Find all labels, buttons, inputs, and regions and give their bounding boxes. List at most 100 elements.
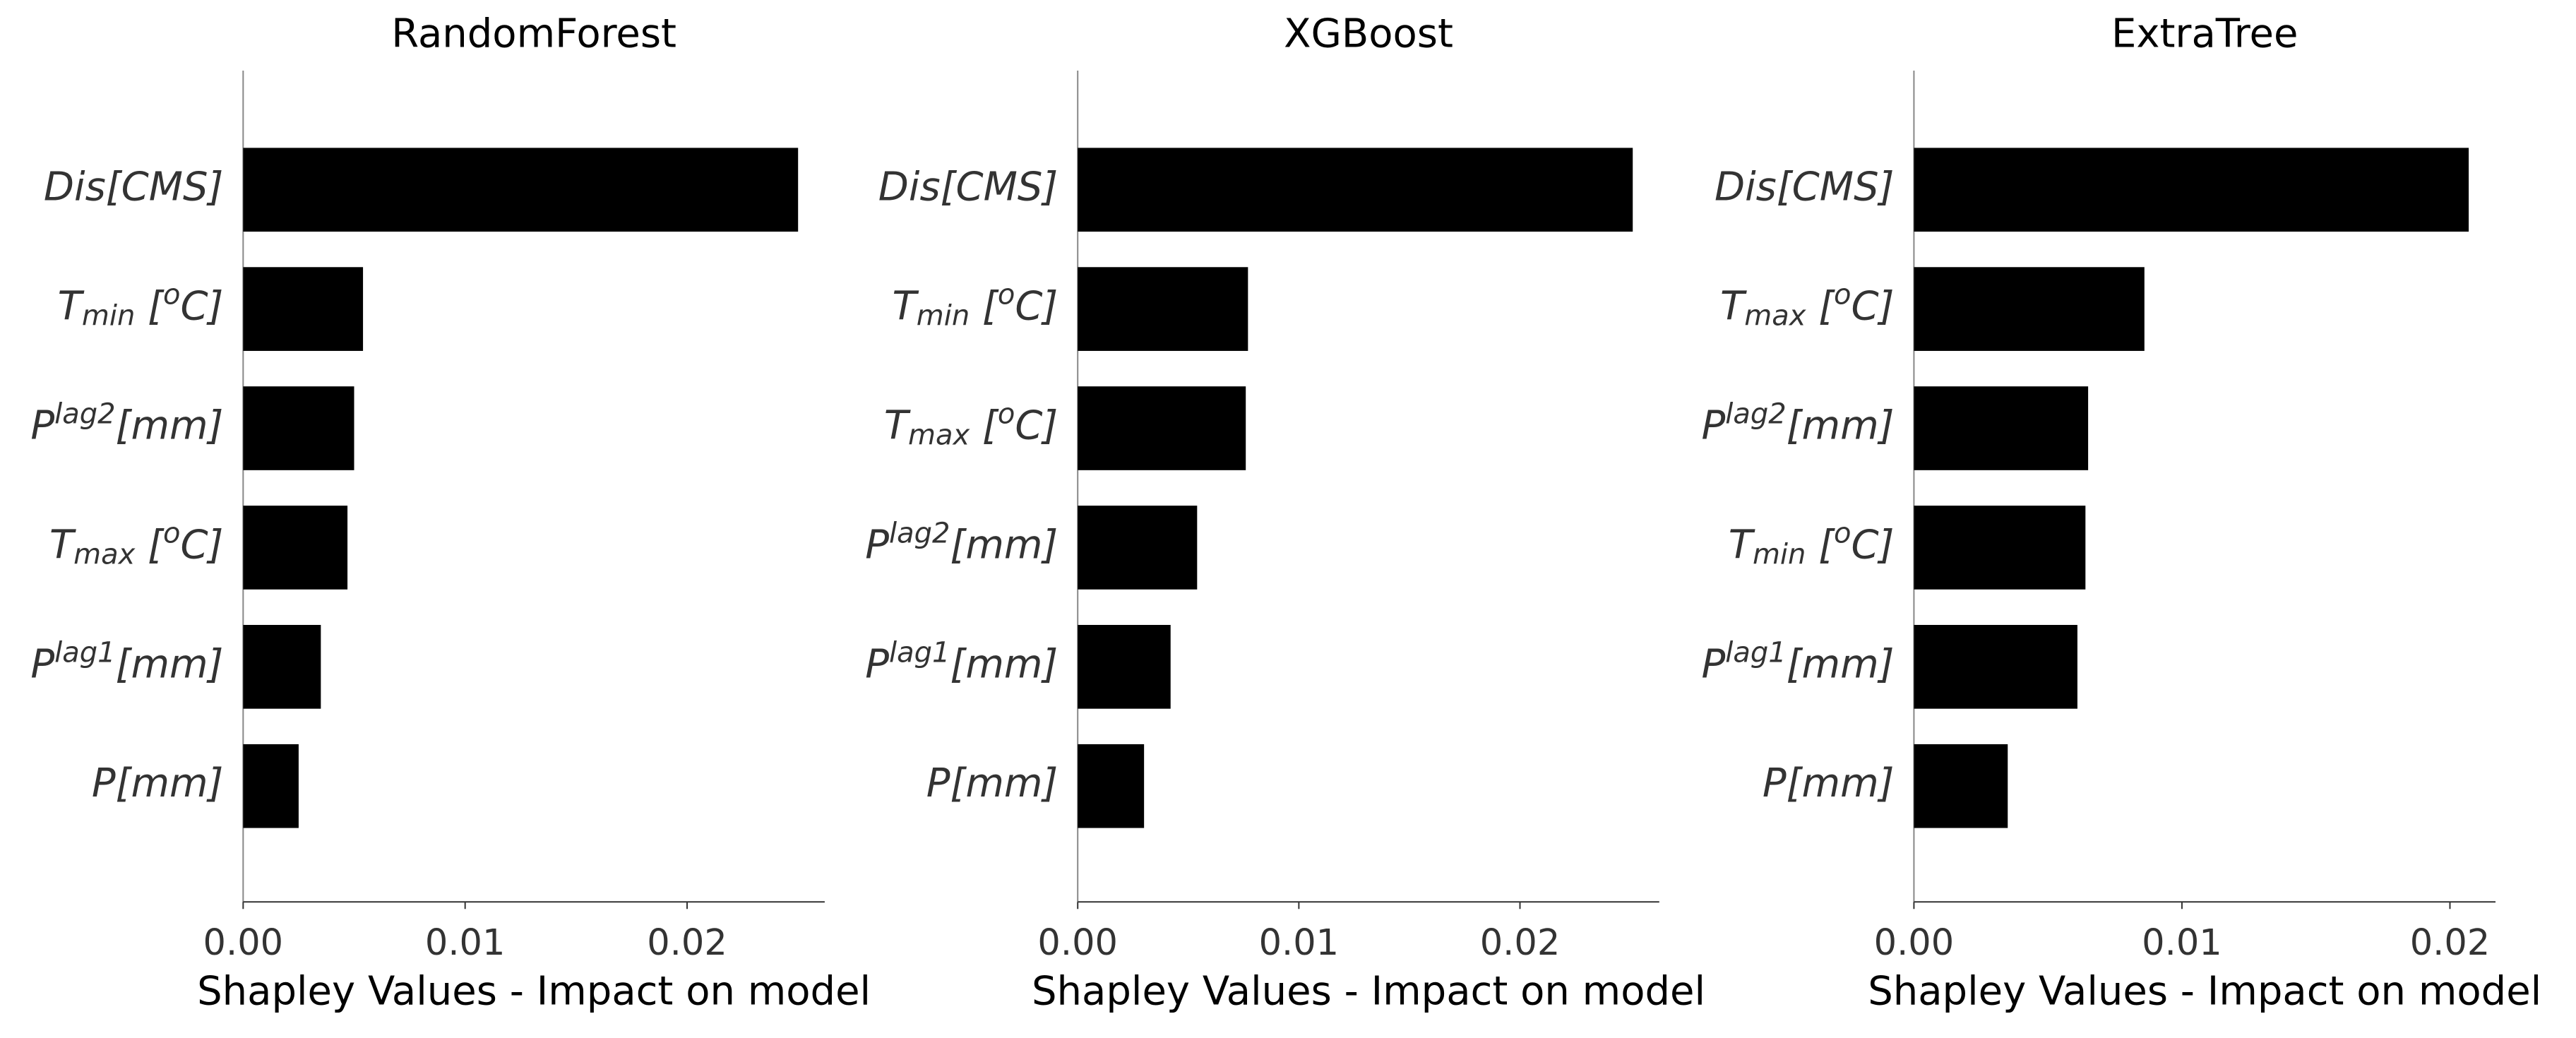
bar — [243, 744, 299, 828]
panel: XGBoost Shapley Values - Impact on model 0… — [865, 11, 1705, 1014]
y-tick-label: Tmax [oC] — [49, 517, 223, 571]
x-tick-label: 0.00 — [1037, 922, 1118, 964]
y-tick-label: Dis[CMS] — [44, 165, 224, 210]
bar — [1078, 625, 1171, 709]
label-part: [ — [135, 284, 165, 330]
label-part: Dis[CMS] — [44, 165, 224, 210]
label-part: lag2 — [1725, 398, 1786, 431]
label-part: min — [917, 300, 970, 333]
label-part: T — [1729, 523, 1755, 568]
label-part: min — [1753, 538, 1806, 571]
label-part: [mm] — [1787, 403, 1895, 449]
label-part: P[mm] — [926, 760, 1059, 806]
label-part: T — [58, 284, 85, 330]
label-part: o — [998, 398, 1015, 431]
label-part: C] — [180, 523, 223, 568]
bar — [1914, 744, 2008, 828]
label-part: [ — [970, 284, 999, 330]
x-axis-label: Shapley Values - Impact on model — [197, 969, 871, 1015]
label-part: P[mm] — [92, 760, 224, 806]
label-part: [mm] — [950, 641, 1058, 687]
x-tick-label: 0.01 — [1259, 922, 1340, 964]
bar — [1914, 267, 2145, 351]
x-tick-label: 0.02 — [647, 922, 727, 964]
label-part: P — [1701, 403, 1725, 449]
label-part: [ — [1806, 284, 1835, 330]
label-part: C] — [1852, 523, 1895, 568]
label-part: lag1 — [54, 636, 115, 669]
bar — [1078, 386, 1246, 470]
y-tick-label: Plag1[mm] — [865, 636, 1058, 687]
label-part: P — [30, 641, 54, 687]
label-part: P[mm] — [1763, 760, 1895, 806]
label-part: max — [73, 538, 135, 571]
label-part: [mm] — [116, 403, 224, 449]
label-part: o — [1834, 517, 1851, 549]
label-part: P — [1701, 641, 1725, 687]
label-part: T — [49, 523, 76, 568]
label-part: o — [163, 517, 180, 549]
bar — [243, 267, 364, 351]
y-tick-label: Plag2[mm] — [1701, 398, 1894, 449]
label-part: T — [893, 284, 919, 330]
label-part: o — [1834, 279, 1851, 311]
y-tick-label: Tmin [oC] — [58, 279, 224, 333]
label-part: C] — [180, 284, 223, 330]
panel: ExtraTree Shapley Values - Impact on mode… — [1701, 11, 2541, 1014]
label-part: C] — [1852, 284, 1895, 330]
y-tick-label: Tmax [oC] — [1720, 279, 1894, 333]
y-tick-label: Tmin [oC] — [1729, 517, 1895, 571]
x-tick-label: 0.00 — [203, 922, 284, 964]
label-part: [mm] — [1787, 641, 1895, 687]
bar — [1078, 267, 1248, 351]
label-part: [mm] — [950, 523, 1058, 568]
y-tick-label: Dis[CMS] — [878, 165, 1059, 210]
y-tick-label: Plag1[mm] — [30, 636, 223, 687]
y-tick-label: P[mm] — [926, 760, 1059, 806]
bar — [1914, 506, 2086, 590]
label-part: max — [908, 419, 970, 452]
x-axis-label: Shapley Values - Impact on model — [1868, 969, 2541, 1015]
label-part: o — [998, 279, 1015, 311]
x-tick-label: 0.00 — [1874, 922, 1955, 964]
panel-title: RandomForest — [391, 11, 676, 56]
label-part: [mm] — [116, 641, 224, 687]
label-part: T — [1720, 284, 1747, 330]
panel: RandomForest Shapley Values - Impact on m… — [30, 11, 871, 1014]
panel-title: XGBoost — [1284, 11, 1453, 56]
label-part: [ — [1806, 523, 1835, 568]
label-part: lag1 — [1725, 636, 1786, 669]
label-part: Dis[CMS] — [878, 165, 1059, 210]
label-part: P — [30, 403, 54, 449]
bar — [243, 386, 354, 470]
bar — [243, 148, 799, 232]
label-part: P — [865, 641, 889, 687]
bar — [1914, 148, 2469, 232]
bar — [1914, 386, 2089, 470]
bar — [243, 625, 321, 709]
label-part: P — [865, 523, 889, 568]
y-tick-label: Tmax [oC] — [884, 398, 1058, 452]
bar — [1078, 148, 1633, 232]
x-tick-label: 0.02 — [1480, 922, 1561, 964]
label-part: lag2 — [889, 517, 950, 549]
y-tick-label: Dis[CMS] — [1715, 165, 1895, 210]
bar — [1914, 625, 2077, 709]
label-part: lag2 — [54, 398, 115, 431]
y-tick-label: Plag1[mm] — [1701, 636, 1894, 687]
bar — [1078, 506, 1198, 590]
panel-title: ExtraTree — [2111, 11, 2298, 56]
label-part: T — [884, 403, 911, 449]
label-part: C] — [1015, 284, 1058, 330]
x-tick-label: 0.01 — [425, 922, 506, 964]
x-tick-label: 0.02 — [2410, 922, 2491, 964]
y-tick-label: Plag2[mm] — [30, 398, 223, 449]
label-part: o — [163, 279, 180, 311]
y-tick-label: Plag2[mm] — [865, 517, 1058, 568]
label-part: C] — [1015, 403, 1058, 449]
bar — [243, 506, 348, 590]
label-part: max — [1744, 300, 1806, 333]
x-axis-label: Shapley Values - Impact on model — [1032, 969, 1705, 1015]
x-tick-label: 0.01 — [2142, 922, 2222, 964]
label-part: [ — [970, 403, 999, 449]
